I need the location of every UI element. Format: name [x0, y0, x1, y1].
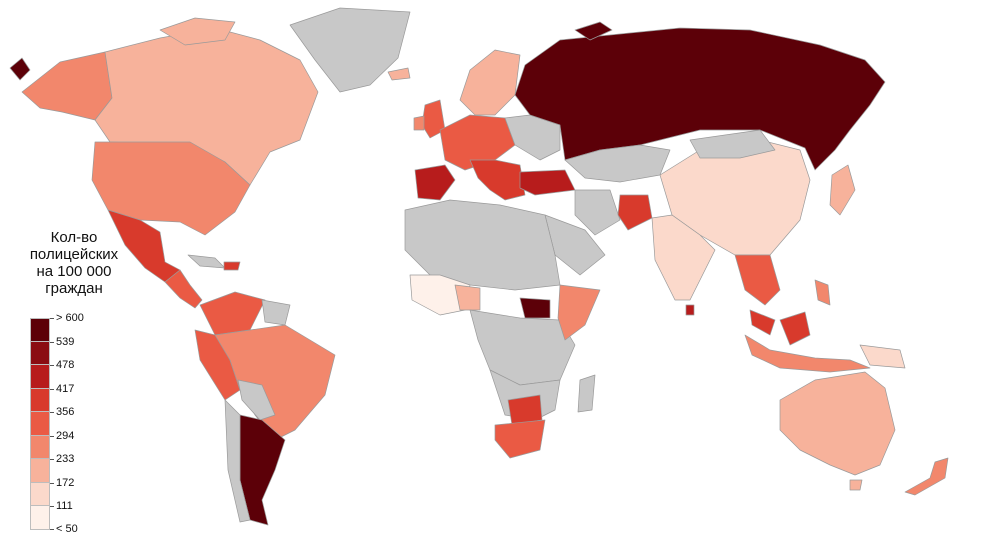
legend-swatch	[30, 506, 50, 530]
legend-swatch	[30, 388, 50, 412]
region-bolivia-paraguay	[237, 379, 276, 421]
region-australia	[779, 371, 896, 476]
region-chukotka	[9, 57, 31, 81]
region-iran	[574, 189, 621, 236]
legend-tick: < 50	[50, 523, 78, 535]
legend-tick: 172	[50, 477, 74, 489]
region-italy-balkans	[469, 159, 526, 201]
region-south-africa	[494, 419, 546, 459]
legend-swatch	[30, 482, 50, 506]
region-caribbean	[187, 254, 226, 269]
region-iberia	[414, 164, 456, 201]
region-russia-island	[574, 21, 613, 41]
region-philippines	[814, 279, 831, 306]
region-canada	[94, 27, 319, 186]
legend-tick: 417	[50, 383, 74, 395]
legend-tick: 356	[50, 406, 74, 418]
region-usa	[91, 141, 251, 236]
region-japan	[829, 164, 856, 216]
legend-swatch	[30, 412, 50, 436]
region-nigeria	[454, 284, 481, 311]
region-guianas	[261, 299, 291, 326]
region-iceland	[387, 67, 411, 81]
legend-tick: 294	[50, 430, 74, 442]
legend-title: Кол-во полицейских на 100 000 граждан	[12, 229, 136, 297]
region-chile	[224, 399, 251, 523]
region-brazil	[214, 324, 336, 441]
region-madagascar	[577, 374, 596, 413]
legend-tick: > 600	[50, 312, 84, 324]
legend-swatch	[30, 435, 50, 459]
region-southeast-asia	[734, 254, 781, 306]
region-malaysia	[749, 309, 776, 336]
region-afghanistan	[617, 194, 653, 231]
region-tasmania	[849, 479, 863, 491]
region-sri-lanka	[685, 304, 695, 316]
legend-swatch	[30, 365, 50, 389]
region-ireland	[413, 115, 425, 131]
legend-swatch	[30, 459, 50, 483]
legend-tick: 111	[50, 500, 73, 512]
region-colombia-venezuela	[199, 291, 266, 336]
region-greenland	[289, 7, 411, 93]
region-new-guinea	[859, 344, 906, 369]
legend-title-line: на 100 000	[36, 263, 112, 280]
region-new-zealand	[904, 457, 949, 496]
region-india	[651, 214, 716, 301]
legend-tick: 478	[50, 359, 74, 371]
region-hispaniola	[223, 261, 241, 271]
legend-tick: 233	[50, 453, 74, 465]
region-kazakhstan	[564, 144, 671, 183]
legend-title-line: граждан	[45, 280, 103, 297]
legend-swatch	[30, 318, 50, 342]
legend-title-line: Кол-во	[50, 229, 98, 246]
region-southern-africa	[489, 369, 561, 421]
region-borneo	[779, 311, 811, 346]
legend-tick: 539	[50, 336, 74, 348]
region-canada-arctic	[159, 17, 236, 46]
legend-title-line: полицейских	[29, 246, 119, 263]
region-south-sudan	[519, 297, 551, 319]
region-turkey	[519, 169, 576, 196]
legend-swatch	[30, 341, 50, 365]
region-alaska	[21, 51, 113, 121]
region-indonesia	[744, 334, 871, 373]
region-east-africa	[557, 284, 601, 341]
region-scandinavia	[459, 49, 521, 116]
region-western-europe	[439, 114, 516, 171]
region-mongolia	[689, 129, 776, 159]
legend-color-scale	[30, 318, 50, 530]
region-central-america	[164, 269, 203, 309]
